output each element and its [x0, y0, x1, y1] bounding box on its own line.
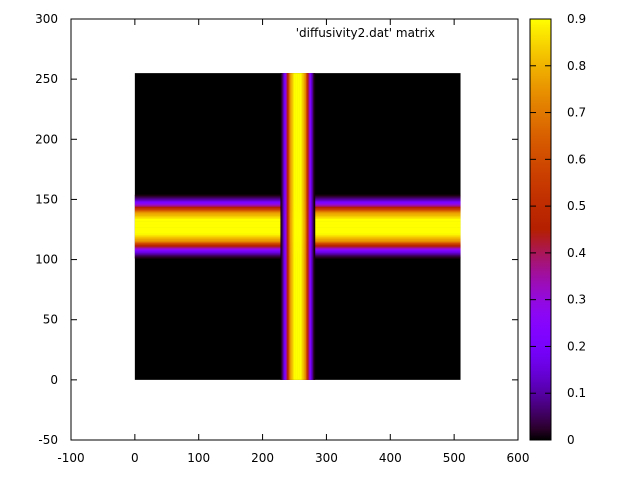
band-vertical-column	[298, 73, 300, 380]
colorbar-tick-label: 0.8	[567, 59, 586, 73]
band-vertical-column	[284, 73, 286, 380]
y-tick-label: 100	[35, 253, 58, 267]
band-vertical-column	[290, 73, 292, 380]
band-vertical-column	[287, 73, 289, 380]
band-vertical-column	[298, 73, 300, 380]
colorbar-axis: 0 0.1 0.2 0.3 0.4 0.5 0.6 0.7 0.8 0.9	[530, 12, 586, 447]
band-vertical-column	[302, 73, 304, 380]
band-vertical-column	[292, 73, 294, 380]
x-tick-label: -100	[57, 451, 84, 465]
colorbar-tick-label: 0.4	[567, 246, 586, 260]
band-vertical-column	[290, 73, 291, 380]
y-tick-label: -50	[38, 433, 58, 447]
x-tick-label: 200	[251, 451, 274, 465]
band-vertical-column	[297, 73, 298, 380]
band-vertical-column	[291, 73, 293, 380]
x-axis: -100 0 100 200 300 400 500 600	[57, 19, 529, 465]
band-vertical-column	[313, 73, 314, 380]
y-tick-label: 300	[35, 12, 58, 26]
band-vertical-column	[288, 73, 290, 380]
band-vertical-column	[312, 73, 314, 380]
x-tick-label: 100	[187, 451, 210, 465]
band-vertical-column	[310, 73, 312, 380]
colorbar-tick-label: 0.1	[567, 386, 586, 400]
colorbar	[529, 18, 552, 441]
y-tick-label: 50	[43, 313, 58, 327]
band-vertical-column	[282, 73, 284, 380]
band-vertical-column	[285, 73, 287, 380]
band-vertical-column	[286, 73, 288, 380]
band-vertical-column	[293, 73, 295, 380]
colorbar-tick-label: 0.7	[567, 106, 586, 120]
band-vertical-column	[283, 73, 285, 380]
band-vertical-column	[300, 73, 302, 380]
band-vertical-column	[295, 73, 297, 380]
band-vertical-column	[305, 73, 307, 380]
x-tick-label: 500	[443, 451, 466, 465]
band-vertical-column	[281, 73, 283, 380]
band-vertical-column	[289, 73, 291, 380]
band-vertical-column	[308, 73, 310, 380]
band-vertical-column	[288, 73, 290, 380]
band-vertical-column	[280, 73, 282, 380]
colorbar-tick-label: 0.2	[567, 339, 586, 353]
y-tick-label: 250	[35, 72, 58, 86]
x-tick-label: 300	[315, 451, 338, 465]
band-vertical-column	[307, 73, 309, 380]
band-vertical-column	[296, 73, 298, 380]
band-vertical-column	[284, 73, 286, 380]
colorbar-tick-label: 0.5	[567, 199, 586, 213]
band-vertical-column	[300, 73, 302, 380]
band-vertical-column	[283, 73, 284, 380]
plot-frame	[70, 18, 519, 441]
band-vertical-column	[307, 73, 309, 380]
x-tick-label: 0	[131, 451, 139, 465]
colorbar-tick-label: 0	[567, 433, 575, 447]
band-vertical-column	[301, 73, 303, 380]
colorbar-tick-label: 0.9	[567, 12, 586, 26]
band-vertical-column	[291, 73, 293, 380]
band-vertical-column	[295, 73, 297, 380]
band-vertical-column	[304, 73, 306, 380]
colorbar-tick-label: 0.3	[567, 293, 586, 307]
y-tick-label: 150	[35, 192, 58, 206]
band-vertical-column	[309, 73, 311, 380]
colorbar-tick-label: 0.6	[567, 152, 586, 166]
band-vertical-column	[304, 73, 306, 380]
heatmap-matrix	[134, 73, 461, 380]
y-tick-label: 200	[35, 132, 58, 146]
band-vertical-column	[281, 73, 283, 380]
band-vertical-column	[311, 73, 313, 380]
band-vertical-column	[305, 73, 307, 380]
band-vertical-column	[286, 73, 288, 380]
band-vertical-column	[314, 73, 316, 380]
y-tick-label: 0	[50, 373, 58, 387]
band-vertical-column	[303, 73, 305, 380]
x-tick-label: 600	[507, 451, 530, 465]
band-vertical-column	[313, 73, 315, 380]
band-vertical-column	[306, 73, 308, 380]
band-vertical-column	[311, 73, 313, 380]
legend-entry: 'diffusivity2.dat' matrix	[296, 26, 435, 40]
band-vertical-column	[302, 73, 304, 380]
band-vertical-column	[294, 73, 296, 380]
band-vertical-column	[299, 73, 301, 380]
x-tick-label: 400	[379, 451, 402, 465]
band-vertical-column	[293, 73, 295, 380]
band-vertical-column	[297, 73, 299, 380]
y-axis: -50 0 50 100 150 200 250 300	[35, 12, 518, 447]
band-vertical-column	[309, 73, 311, 380]
